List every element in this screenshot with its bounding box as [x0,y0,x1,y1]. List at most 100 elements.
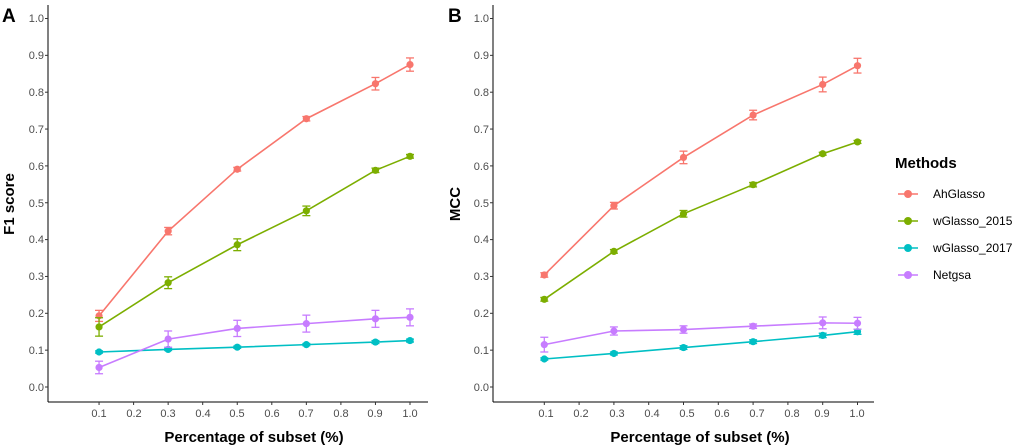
panel-a-data-point [95,363,103,372]
panel-a-data-point [371,338,380,346]
panel-a-data-point [371,80,380,88]
panel-b-data-point [749,322,757,330]
panel-b-x-tick-0: 0.1 [538,408,553,420]
panel-a-series-line-netgsa [98,316,411,369]
legend-key-point [904,244,912,252]
legend-item-ahglasso: AhGlasso [898,187,985,201]
panel-b-x-tick-3: 0.4 [644,408,659,420]
panel-a-data-point [406,336,414,345]
panel-b-series-line-ahglasso [543,64,858,276]
panel-b-x-axis-title: Percentage of subset (%) [610,429,789,446]
panel-a-data-point [302,341,310,349]
panel-b-letter: B [448,6,462,27]
panel-b-data-point [853,328,862,336]
panel-a-plot-area [45,5,428,405]
legend-label-wglasso-2015: wGlasso_2015 [932,214,1013,228]
panel-a-y-tick-7: 0.7 [29,124,44,136]
panel-a-x-tick-4: 0.5 [229,408,244,420]
panel-b-data-point [819,80,827,89]
panel-b-y-tick-7: 0.7 [474,124,489,136]
panel-b-series-netgsa [540,316,862,353]
panel-b-y-tick-8: 0.8 [474,87,489,99]
legend-label-ahglasso: AhGlasso [933,187,985,201]
panel-b-data-point [540,295,548,303]
panel-a-y-axis-title: F1 score [1,173,18,235]
panel-b-y-tick-1: 0.1 [474,345,489,357]
panel-a-series-line-wglasso-2015 [98,155,411,328]
panel-a-data-point [95,348,103,356]
panel-a-data-point [164,279,172,287]
panel-b-x-tick-5: 0.6 [714,408,729,420]
panel-a-series-wglasso-2017 [95,336,414,356]
panel-a-data-point [233,343,241,351]
legend-key-point [904,271,912,279]
panel-b-data-point [679,343,688,352]
panel-a-y-tick-5: 0.5 [29,198,44,210]
panel-a-letter: A [2,6,16,27]
panel-b-data-point [679,210,688,218]
panel-a-series-line-wglasso-2017 [99,339,411,353]
panel-b-x-tick-9: 1.0 [849,408,864,420]
panel-b-plot-area [490,5,874,405]
panel-b-x-ticks: 0.1 0.2 0.3 0.4 0.5 0.6 0.7 0.8 0.9 1.0 [538,408,864,420]
panel-b-series-line-wglasso-2015 [543,141,858,300]
legend-label-netgsa: Netgsa [933,268,971,282]
panel-a-y-tick-3: 0.3 [29,271,44,283]
panel-a-data-point [233,324,241,333]
panel-a-x-tick-7: 0.8 [333,408,348,420]
legend: Methods AhGlasso wGlasso_2015 wGlasso_20… [895,155,1013,282]
panel-a-y-tick-0: 0.0 [29,382,44,394]
panel-b-y-tick-2: 0.2 [474,308,489,320]
panel-a-x-tick-3: 0.4 [195,408,210,420]
panel-a-data-point [406,313,414,321]
legend-key-point [904,190,912,198]
panel-b-y-tick-9: 0.9 [474,50,489,62]
panel-a-x-axis-title: Percentage of subset (%) [164,429,343,446]
panel-b-y-tick-3: 0.3 [474,271,489,283]
panel-a-data-point [233,165,241,173]
panel-b-series-line-wglasso-2017 [544,330,858,360]
panel-b: B 0.0 0.1 0.2 0.3 0.4 0.5 0.6 0.7 0.8 0.… [447,5,874,446]
panel-b-data-point [679,325,688,334]
panel-b-data-point [819,331,827,340]
panel-a-x-tick-5: 0.6 [264,408,279,420]
panel-b-series-wglasso-2015 [540,138,862,303]
panel-b-series-wglasso-2017 [540,328,862,363]
legend-label-wglasso-2017: wGlasso_2017 [932,241,1013,255]
panel-b-data-point [610,327,618,335]
panel-a-data-point [164,335,172,343]
panel-a: A 0.0 0.1 0.2 0.3 0.4 0.5 0.6 0.7 0.8 0.… [1,5,428,446]
panel-b-data-point [540,355,548,363]
panel-b-data-point [853,62,862,70]
panel-b-y-tick-10: 1.0 [474,13,489,25]
panel-b-y-tick-5: 0.5 [474,198,489,210]
panel-b-series-line-netgsa [544,322,858,346]
panel-b-x-tick-2: 0.3 [609,408,624,420]
panel-a-y-tick-1: 0.1 [29,345,44,357]
panel-b-data-point [853,138,862,146]
panel-b-x-tick-1: 0.2 [573,408,588,420]
panel-a-data-point [233,241,241,249]
panel-a-x-tick-1: 0.2 [126,408,141,420]
legend-item-netgsa: Netgsa [898,268,971,282]
legend-item-wglasso-2015: wGlasso_2015 [898,214,1013,228]
panel-b-x-tick-6: 0.7 [749,408,764,420]
panel-a-data-point [164,227,172,235]
panel-a-y-tick-4: 0.4 [29,234,44,246]
panel-b-y-axis-title: MCC [447,187,464,221]
panel-b-data-point [819,150,827,158]
panel-a-y-tick-10: 1.0 [29,13,44,25]
panel-b-data-point [679,153,688,162]
panel-b-data-point [610,247,618,255]
panel-b-data-point [610,202,618,210]
panel-a-series-line-ahglasso [98,63,411,317]
panel-a-y-ticks: 0.0 0.1 0.2 0.3 0.4 0.5 0.6 0.7 0.8 0.9 … [29,13,44,394]
panel-a-y-tick-6: 0.6 [29,161,44,173]
legend-item-wglasso-2017: wGlasso_2017 [898,241,1013,255]
panel-b-data-point [819,319,827,327]
panel-a-data-point [302,207,310,215]
panel-b-y-ticks: 0.0 0.1 0.2 0.3 0.4 0.5 0.6 0.7 0.8 0.9 … [474,13,489,394]
panel-a-data-point [371,166,380,174]
panel-a-x-tick-2: 0.3 [160,408,175,420]
